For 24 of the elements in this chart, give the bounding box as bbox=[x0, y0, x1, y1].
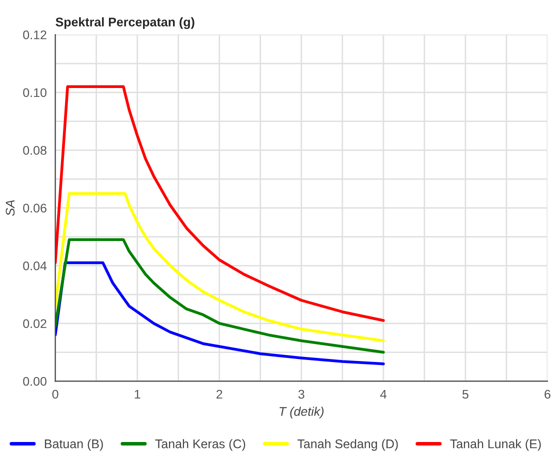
x-tick-label: 3 bbox=[298, 390, 304, 399]
x-tick-label: 0 bbox=[52, 390, 58, 399]
y-tick-label: 0.08 bbox=[23, 146, 46, 155]
y-tick-label: 0.02 bbox=[23, 319, 46, 328]
x-tick-label: 6 bbox=[544, 390, 550, 399]
legend-label: Batuan (B) bbox=[44, 439, 103, 451]
line-series bbox=[55, 192, 385, 342]
chart-title: Spektral Percepatan (g) bbox=[56, 17, 194, 29]
x-tick-label: 1 bbox=[134, 390, 140, 399]
x-tick-label: 5 bbox=[462, 390, 468, 399]
legend-label: Tanah Keras (C) bbox=[155, 439, 246, 451]
x-tick-label: 4 bbox=[380, 390, 387, 399]
y-tick-label: 0.00 bbox=[23, 376, 46, 386]
y-tick-label: 0.04 bbox=[23, 261, 47, 270]
x-axis-title: T (detik) bbox=[280, 406, 324, 418]
legend-label: Tanah Lunak (E) bbox=[450, 439, 541, 451]
line-series bbox=[55, 238, 385, 354]
y-tick-label: 0.10 bbox=[23, 88, 46, 98]
y-tick-label: 0.06 bbox=[23, 204, 46, 213]
legend-label: Tanah Sedang (D) bbox=[297, 439, 398, 451]
x-tick-label: 2 bbox=[216, 390, 222, 399]
line-series bbox=[55, 85, 385, 322]
y-tick-label: 0.12 bbox=[23, 30, 46, 40]
y-axis-title: SA bbox=[6, 200, 15, 216]
